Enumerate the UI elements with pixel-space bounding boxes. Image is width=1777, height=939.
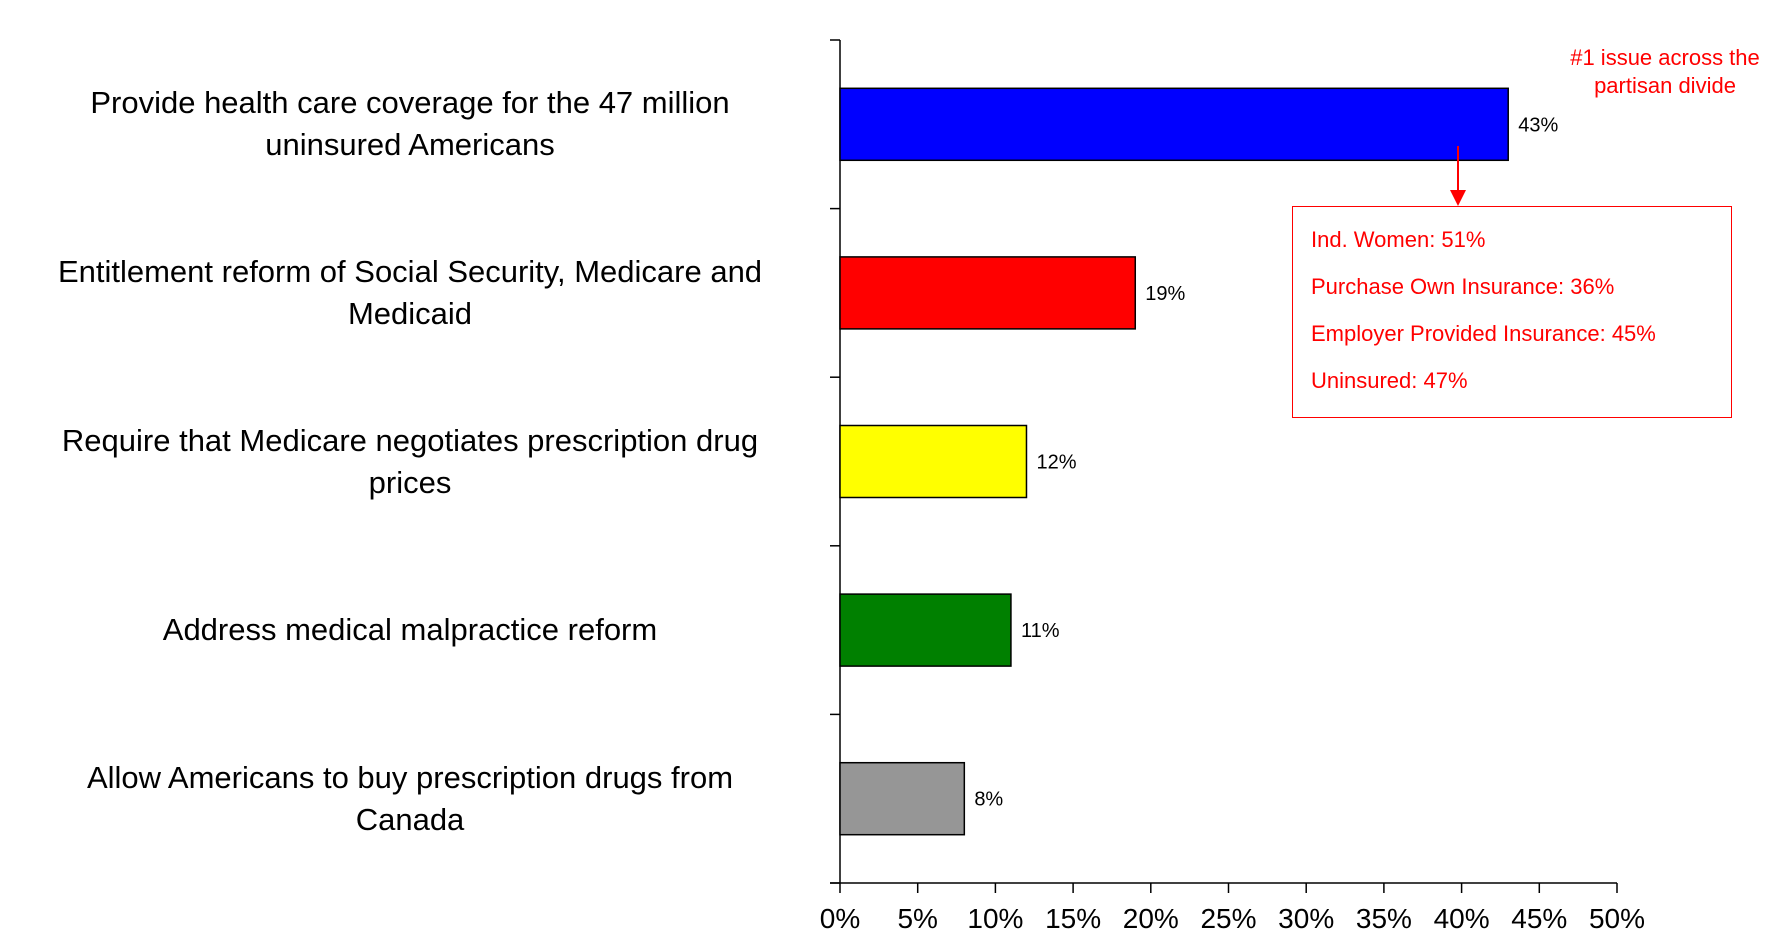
category-label: Provide health care coverage for the 47 … (90, 85, 730, 163)
data-label: 43% (1518, 114, 1558, 136)
x-tick-label: 10% (967, 903, 1023, 934)
category-label: Require that Medicare negotiates prescri… (61, 422, 759, 500)
data-label: 19% (1145, 283, 1185, 305)
annotation-item: Ind. Women: 51% (1311, 227, 1486, 252)
category-label: Address medical malpractice reform (162, 612, 658, 648)
x-tick-label: 45% (1511, 903, 1567, 934)
annotation-arrow-head (1450, 190, 1466, 206)
annotation-item: Uninsured: 47% (1311, 368, 1468, 393)
x-tick-label: 25% (1200, 903, 1256, 934)
data-label: 11% (1021, 620, 1060, 642)
data-label: 8% (974, 789, 1003, 811)
bar (839, 593, 1012, 667)
annotation-item: Purchase Own Insurance: 36% (1311, 274, 1615, 299)
x-tick-label: 5% (897, 903, 937, 934)
x-tick-label: 15% (1045, 903, 1101, 934)
x-tick-label: 30% (1278, 903, 1334, 934)
bar (839, 761, 966, 836)
category-label: Entitlement reform of Social Security, M… (57, 253, 763, 331)
x-tick-label: 40% (1434, 903, 1490, 934)
annotation-headline: #1 issue across the partisan divide (1570, 45, 1760, 98)
category-label: Allow Americans to buy prescription drug… (86, 759, 734, 837)
bar (839, 424, 1028, 499)
data-label: 12% (1036, 452, 1076, 474)
x-tick-label: 50% (1589, 903, 1645, 934)
bar (839, 87, 1509, 162)
x-tick-label: 0% (820, 903, 860, 934)
bar (839, 256, 1137, 330)
x-tick-label: 20% (1123, 903, 1179, 934)
annotation-box: Ind. Women: 51% Purchase Own Insurance: … (1292, 206, 1732, 418)
annotation-item: Employer Provided Insurance: 45% (1311, 321, 1656, 346)
x-tick-label: 35% (1356, 903, 1412, 934)
